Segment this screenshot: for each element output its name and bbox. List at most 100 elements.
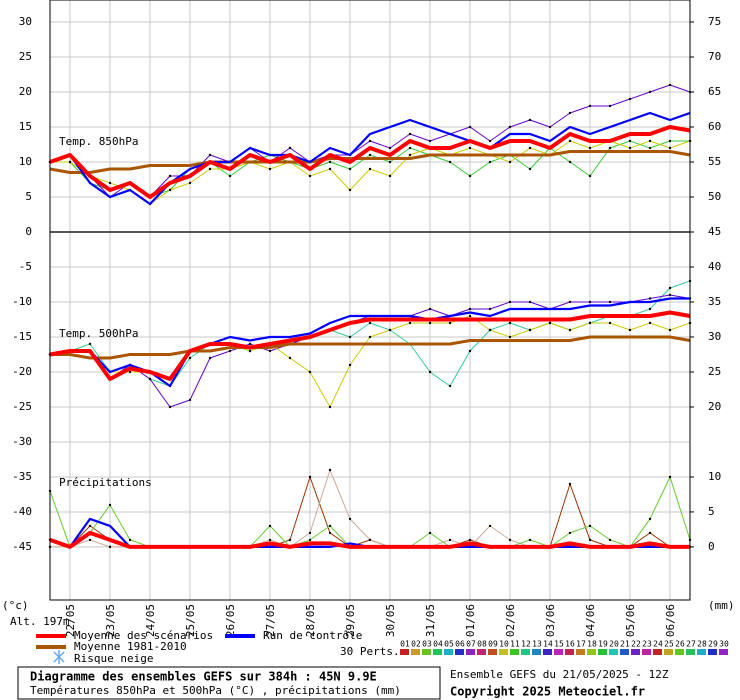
series-point — [548, 125, 552, 129]
y2-tick-label: 45 — [708, 225, 721, 238]
x-tick-label: 25/05 — [184, 604, 197, 637]
series-point — [568, 531, 572, 535]
perturbation-swatch — [719, 649, 728, 655]
series-point — [428, 531, 432, 535]
series-point — [208, 356, 212, 360]
perturbation-id: 29 — [708, 640, 718, 649]
series-point — [448, 384, 452, 388]
series-point — [528, 538, 532, 542]
legend-snow: Risque neige — [74, 652, 153, 665]
perturbation-id: 15 — [554, 640, 564, 649]
perturbation-swatch — [422, 649, 431, 655]
x-tick-label: 22/05 — [64, 604, 77, 637]
y-tick-label: 5 — [25, 190, 32, 203]
perturbation-swatch — [653, 649, 662, 655]
series-point — [368, 335, 372, 339]
series-point — [588, 538, 592, 542]
series-point — [308, 370, 312, 374]
series-point — [328, 531, 332, 535]
perturbation-swatch — [455, 649, 464, 655]
series-point — [268, 167, 272, 171]
x-tick-label: 01/06 — [464, 604, 477, 637]
footer-box — [17, 666, 441, 700]
perturbation-id: 19 — [598, 640, 608, 649]
series-point — [248, 349, 252, 353]
perturbation-id: 03 — [422, 640, 432, 649]
series-point — [348, 363, 352, 367]
grid — [50, 0, 690, 600]
series-point — [668, 146, 672, 150]
y2-tick-label: 55 — [708, 155, 721, 168]
perturbation-id: 24 — [653, 640, 663, 649]
perturbation-id: 21 — [620, 640, 630, 649]
series-point — [488, 307, 492, 311]
series-point — [468, 125, 472, 129]
series-line — [49, 125, 691, 199]
series-point — [508, 300, 512, 304]
perturbation-id: 27 — [686, 640, 696, 649]
y-tick-label: -10 — [12, 295, 32, 308]
perturbation-id: 01 — [400, 640, 410, 649]
perturbation-swatch — [642, 649, 651, 655]
series-point — [648, 146, 652, 150]
y2-tick-label: 60 — [708, 120, 721, 133]
perturbation-swatch — [565, 649, 574, 655]
plot-frame — [49, 0, 691, 601]
series — [48, 83, 692, 549]
perturbation-id: 25 — [664, 640, 674, 649]
y2-tick-label: 5 — [708, 505, 715, 518]
series-point — [608, 538, 612, 542]
series-point — [68, 160, 72, 164]
perturbation-swatch — [400, 649, 409, 655]
series-point — [568, 328, 572, 332]
altitude: Alt. 197m — [10, 615, 70, 628]
series-point — [268, 349, 272, 353]
series-point — [208, 153, 212, 157]
series-point — [288, 356, 292, 360]
series-point — [228, 174, 232, 178]
series-point — [188, 356, 192, 360]
series-point — [88, 524, 92, 528]
series-point — [388, 146, 392, 150]
series-point — [568, 160, 572, 164]
perturbation-id: 02 — [411, 640, 421, 649]
series-point — [228, 349, 232, 353]
perturbation-id: 11 — [510, 640, 520, 649]
series-point — [268, 524, 272, 528]
y-tick-label: -15 — [12, 330, 32, 343]
series-line — [49, 310, 691, 381]
perturbation-id: 12 — [521, 640, 531, 649]
series-point — [648, 139, 652, 143]
series-point — [188, 398, 192, 402]
series-point — [188, 181, 192, 185]
perturbation-swatch — [521, 649, 530, 655]
snow-icon — [53, 650, 65, 664]
series-point — [108, 545, 112, 549]
perturbation-swatch — [686, 649, 695, 655]
perturbation-swatch — [411, 649, 420, 655]
perturbation-id: 04 — [433, 640, 443, 649]
y-tick-label: -5 — [19, 260, 32, 273]
perturbation-id: 06 — [455, 640, 465, 649]
x-tick-label: 28/05 — [304, 604, 317, 637]
series-point — [328, 468, 332, 472]
series-point — [568, 300, 572, 304]
perturbation-swatch — [466, 649, 475, 655]
x-tick-label: 03/06 — [544, 604, 557, 637]
series-point — [628, 146, 632, 150]
series-point — [508, 160, 512, 164]
series-point — [108, 181, 112, 185]
series-point — [468, 349, 472, 353]
x-tick-label: 04/06 — [584, 604, 597, 637]
series-point — [588, 321, 592, 325]
perturbation-swatch — [609, 649, 618, 655]
series-point — [288, 146, 292, 150]
x-tick-label: 27/05 — [264, 604, 277, 637]
x-tick-label: 31/05 — [424, 604, 437, 637]
series-point — [528, 146, 532, 150]
perturbation-swatch — [433, 649, 442, 655]
series-point — [588, 104, 592, 108]
y2-tick-label: 75 — [708, 15, 721, 28]
series-point — [448, 321, 452, 325]
